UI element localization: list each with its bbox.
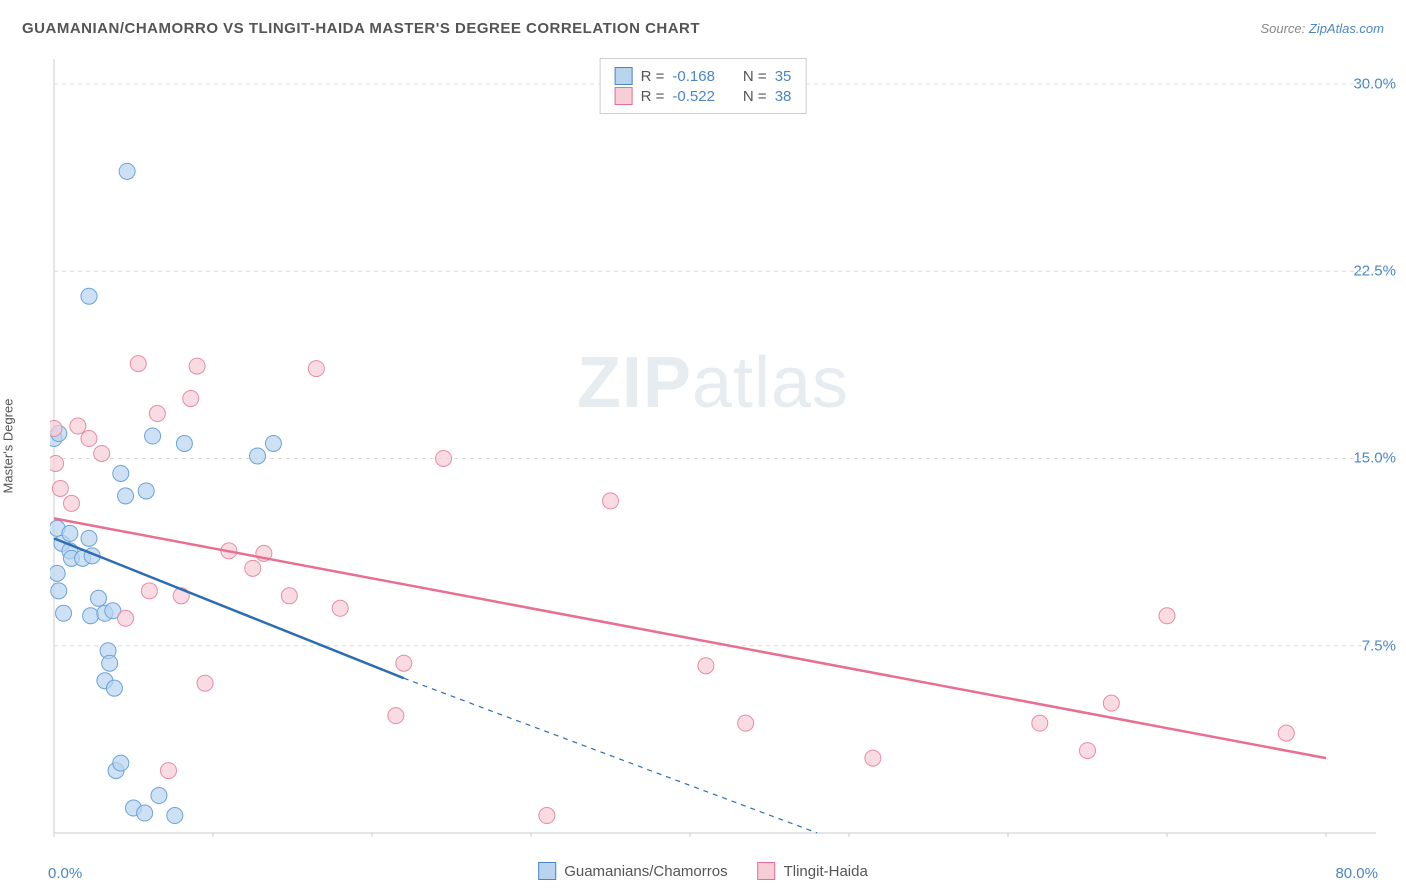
stats-legend-row: R = -0.168 N = 35 bbox=[615, 67, 792, 85]
x-axis-min-label: 0.0% bbox=[48, 865, 82, 882]
legend-swatch bbox=[538, 862, 556, 880]
y-axis-label: Master's Degree bbox=[1, 399, 16, 494]
x-axis-max-label: 80.0% bbox=[1335, 865, 1378, 882]
r-label: R = bbox=[641, 88, 665, 105]
r-value: -0.168 bbox=[672, 68, 715, 85]
n-value: 38 bbox=[775, 88, 792, 105]
legend-swatch bbox=[615, 87, 633, 105]
series-legend-label: Tlingit-Haida bbox=[784, 863, 868, 880]
series-legend-item: Guamanians/Chamorros bbox=[538, 862, 727, 880]
r-label: R = bbox=[641, 68, 665, 85]
chart-area: ZIPatlas 7.5%15.0%22.5%30.0% bbox=[50, 55, 1376, 837]
n-label: N = bbox=[743, 68, 767, 85]
series-legend-label: Guamanians/Chamorros bbox=[564, 863, 727, 880]
source-label: Source: ZipAtlas.com bbox=[1260, 21, 1384, 36]
r-value: -0.522 bbox=[672, 88, 715, 105]
series-legend-item: Tlingit-Haida bbox=[758, 862, 868, 880]
source-link[interactable]: ZipAtlas.com bbox=[1309, 21, 1384, 36]
stats-legend: R = -0.168 N = 35 R = -0.522 N = 38 bbox=[600, 58, 807, 114]
stats-legend-row: R = -0.522 N = 38 bbox=[615, 87, 792, 105]
legend-swatch bbox=[758, 862, 776, 880]
legend-swatch bbox=[615, 67, 633, 85]
series-legend: Guamanians/Chamorros Tlingit-Haida bbox=[538, 862, 868, 880]
n-value: 35 bbox=[775, 68, 792, 85]
chart-title: GUAMANIAN/CHAMORRO VS TLINGIT-HAIDA MAST… bbox=[22, 20, 700, 37]
n-label: N = bbox=[743, 88, 767, 105]
scatter-plot bbox=[50, 55, 1376, 837]
